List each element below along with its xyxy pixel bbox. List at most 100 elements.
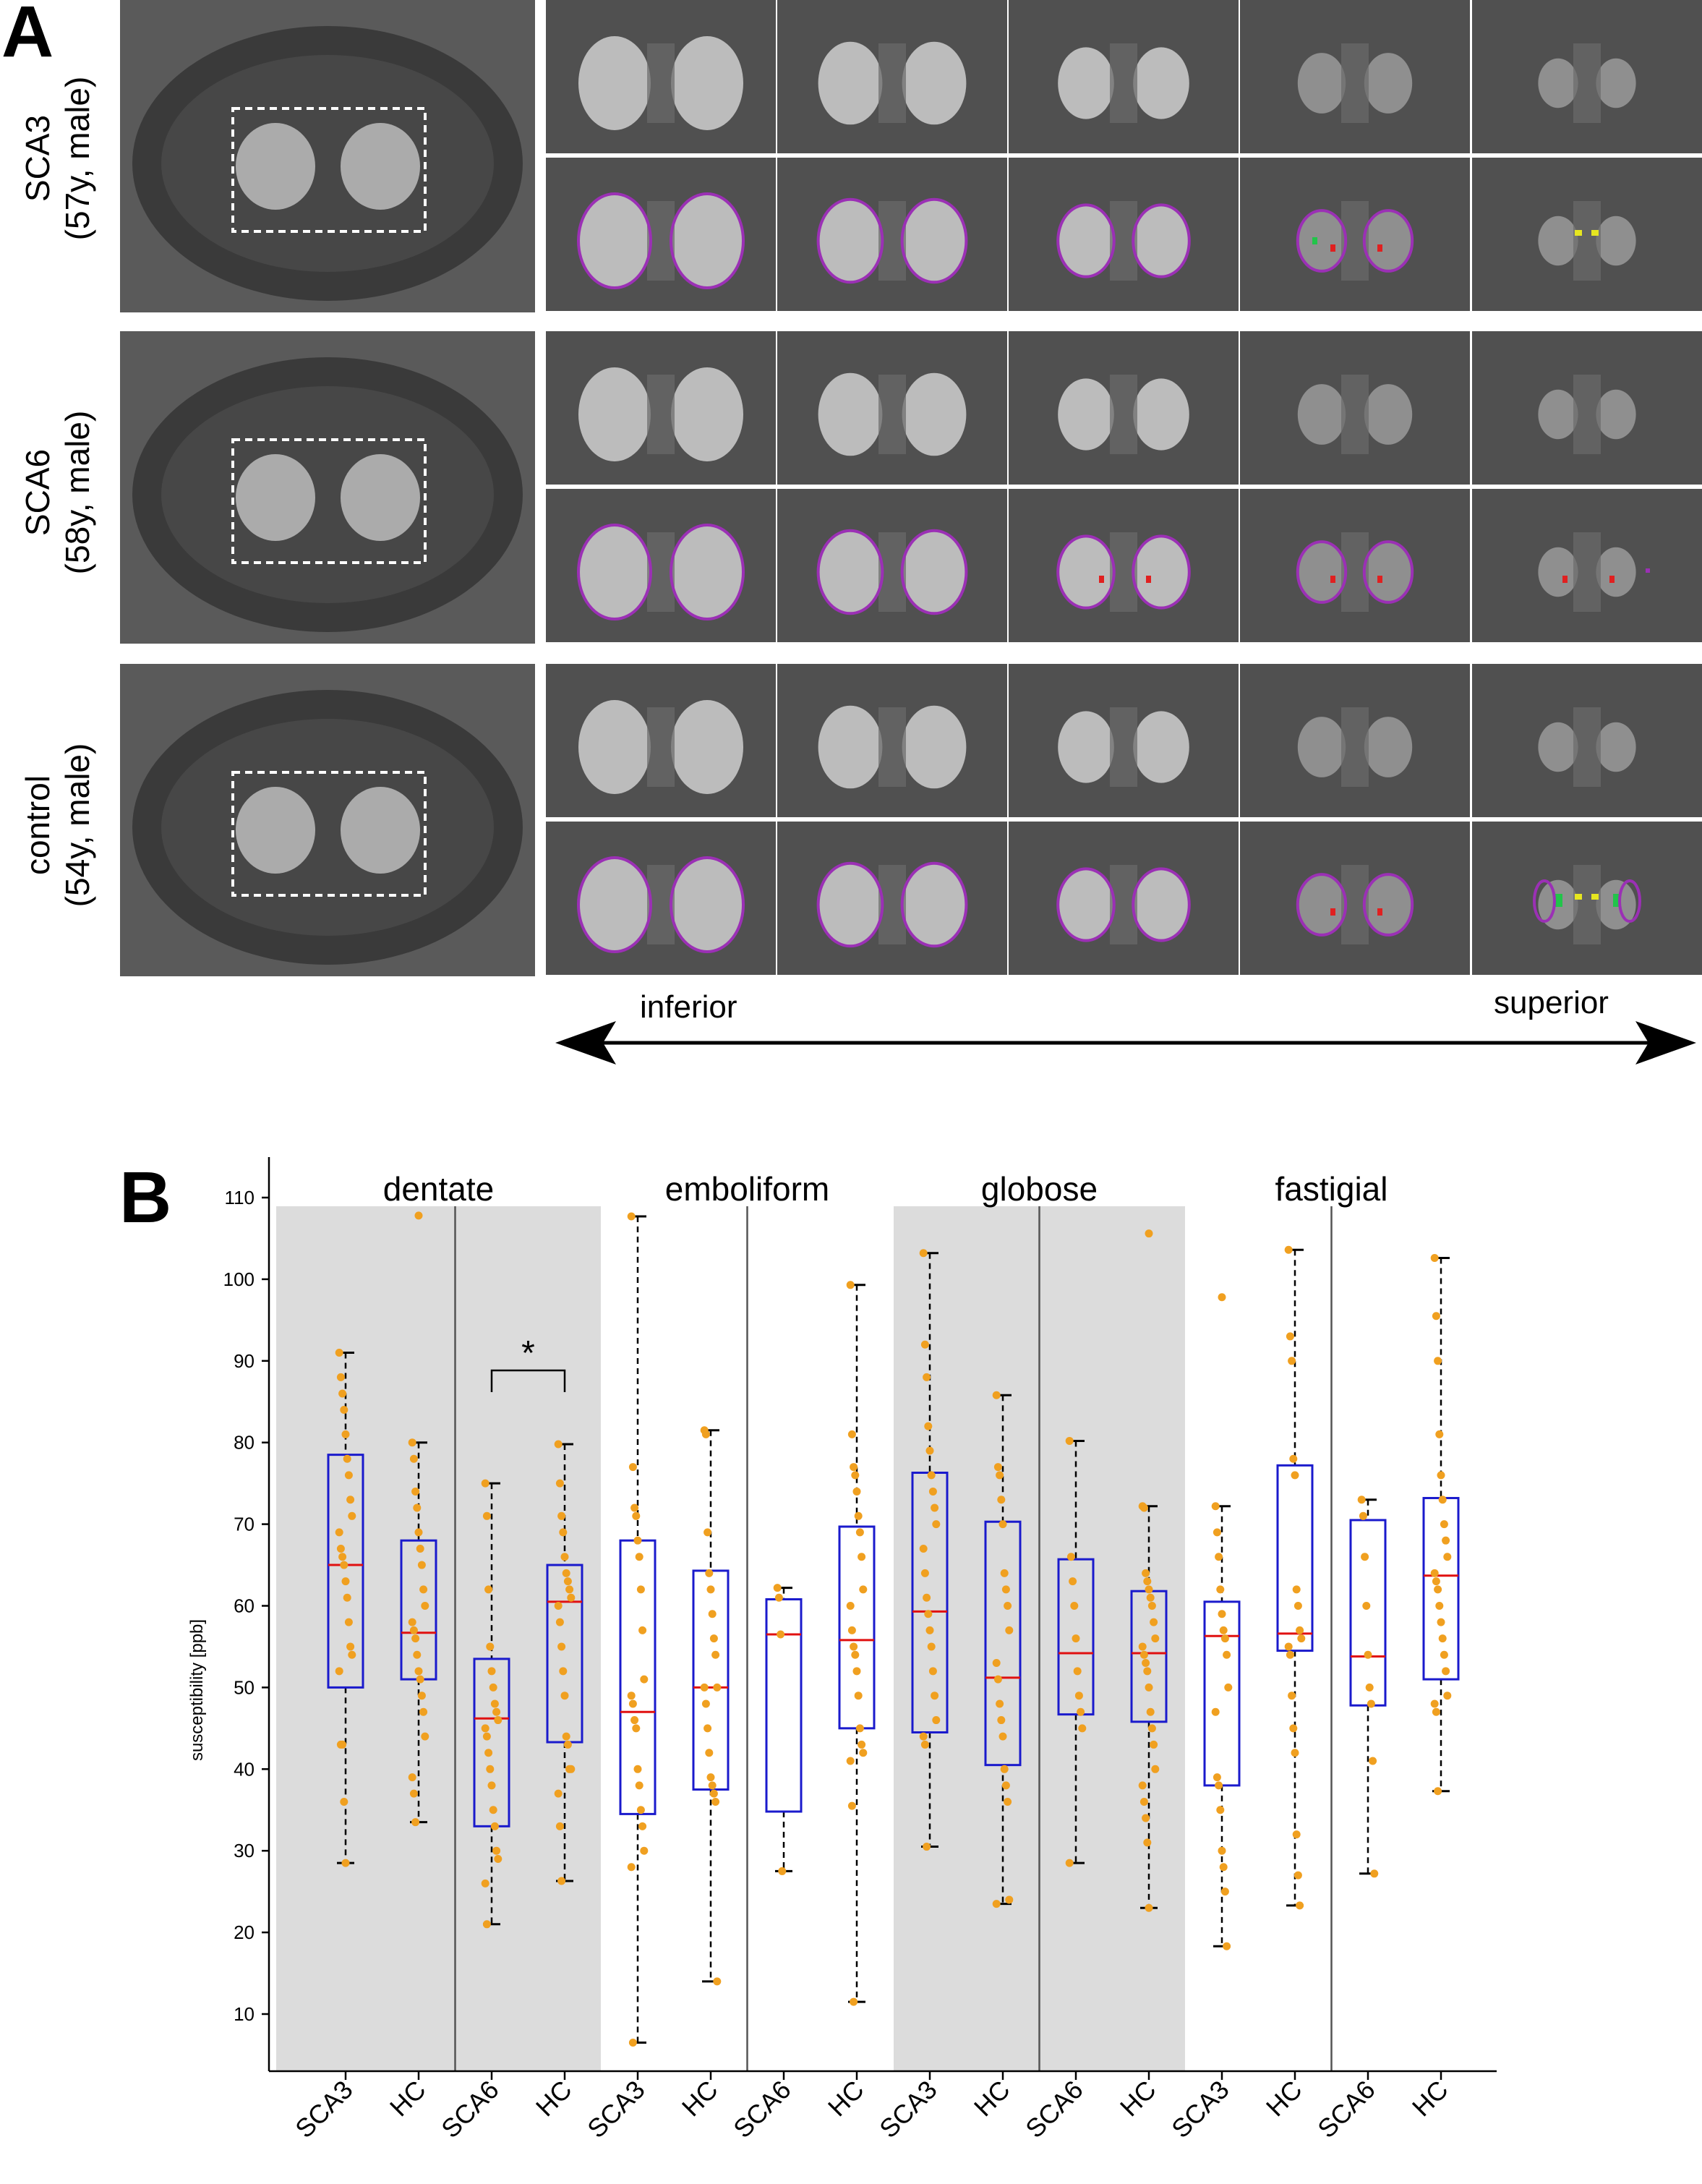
data-point [1213,1773,1221,1782]
box [1349,1519,1387,1707]
data-point [348,1511,356,1520]
data-point [1430,1699,1439,1708]
mri-slice [1009,331,1239,485]
data-point [1362,1602,1371,1610]
data-point [416,1675,424,1684]
data-point [1066,1553,1075,1561]
data-point [632,1511,641,1520]
mri-slice-segmented [546,158,776,311]
mri-slice-segmented [1240,489,1470,642]
mri-slice-segmented [1472,822,1702,975]
data-point [1293,1602,1302,1610]
data-point [854,1692,863,1700]
y-axis-label: susceptibility [ppb] [187,1619,207,1761]
data-point [627,1692,636,1700]
mri-slice [777,0,1007,153]
box [327,1454,364,1689]
data-point [1065,1436,1074,1445]
x-tick-label: HC [822,2075,870,2123]
data-point [636,1585,645,1594]
data-point [555,1822,564,1830]
data-point [336,1373,345,1381]
box [1057,1558,1095,1716]
data-point [920,1740,929,1749]
data-point [411,1634,420,1643]
data-point [562,1732,570,1741]
region-label: emboliform [665,1170,830,1208]
data-point [341,1577,350,1586]
mri-slice [546,664,776,817]
data-point [336,1544,345,1553]
overview-mri-image [120,331,535,644]
data-point [1005,1626,1014,1634]
x-tick-label: SCA3 [873,2075,942,2144]
data-point [1077,1707,1085,1716]
data-point [409,1454,418,1463]
data-point [1215,1553,1223,1561]
y-tick-label: 110 [225,1187,255,1208]
data-point [413,1503,422,1512]
data-point [1432,1312,1440,1321]
data-point [992,1391,1001,1399]
data-point [1437,1471,1445,1480]
data-point [850,1642,858,1651]
data-point [709,1634,718,1643]
mri-slice [1240,331,1470,485]
data-point [713,1977,722,1986]
region-label: fastigial [1275,1170,1388,1208]
data-point [1443,1692,1452,1700]
data-point [1072,1634,1080,1643]
data-point [1432,1707,1440,1716]
data-point [1220,1887,1229,1896]
data-point [1146,1593,1155,1602]
data-point [408,1773,416,1782]
mri-slice [777,664,1007,817]
data-point [555,1479,564,1488]
data-point [1430,1254,1439,1263]
data-point [489,1683,497,1692]
mri-slice-segmented [1240,158,1470,311]
panel-b-letter: B [119,1157,172,1238]
data-point [847,1430,856,1438]
data-point [562,1569,570,1577]
data-point [701,1699,710,1708]
x-tick-label: SCA3 [1166,2075,1234,2144]
data-point [1296,1626,1304,1634]
data-point [1142,1814,1150,1822]
data-point [1211,1707,1220,1716]
data-point [1005,1895,1014,1904]
data-point [1357,1496,1366,1504]
row-label-line1: control [18,775,56,876]
x-tick-label: HC [1114,2075,1162,2123]
data-point [1145,1903,1153,1912]
data-point [851,1471,860,1480]
data-point [557,1642,566,1651]
data-point [1365,1683,1374,1692]
row-label-sca6: SCA6 (58y, male) [4,341,112,644]
data-point [1138,1781,1147,1790]
data-point [1293,1871,1302,1880]
direction-label-superior: superior [1494,985,1609,1020]
data-point [409,1626,418,1634]
data-point [1432,1577,1440,1586]
data-point [993,1675,1002,1684]
data-point [1138,1642,1147,1651]
data-point [1442,1536,1450,1545]
data-point [1288,1357,1296,1365]
data-point [923,1593,931,1602]
data-point [1286,1650,1294,1659]
data-point [858,1740,866,1749]
data-point [705,1749,714,1757]
data-point [638,1626,647,1634]
mri-slice [546,331,776,485]
data-point [630,1503,639,1512]
data-point [1224,1683,1233,1692]
data-point [490,1699,499,1708]
data-point [560,1553,569,1561]
data-point [414,1667,423,1676]
mri-slice-segmented [546,822,776,975]
x-tick-label: SCA6 [435,2075,504,2144]
data-point [850,1463,858,1472]
data-point [704,1528,712,1537]
data-point [1150,1618,1158,1626]
